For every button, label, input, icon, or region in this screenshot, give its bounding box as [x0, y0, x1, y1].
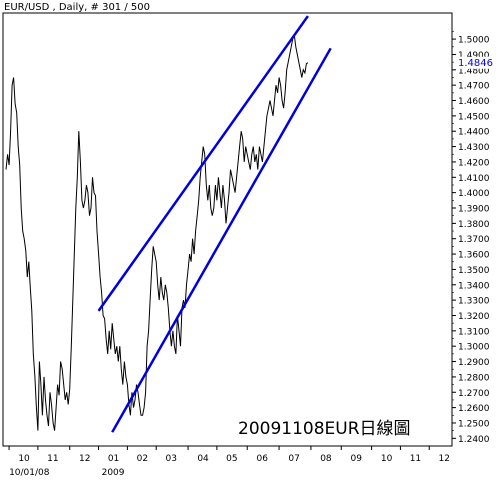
x-tick-label: 11	[410, 454, 421, 464]
y-tick-label: 1.2700	[458, 389, 490, 399]
x-sublabel: 10/01/08	[9, 468, 50, 478]
y-tick-label: 1.4500	[458, 112, 490, 122]
chart-watermark: 20091108EUR日線圖	[238, 419, 411, 439]
y-tick-label: 1.2900	[458, 358, 490, 368]
channel-lower-line	[111, 47, 332, 433]
y-tick-label: 1.2400	[458, 435, 490, 445]
x-tick-label: 06	[256, 454, 268, 464]
y-tick-label: 1.4600	[458, 97, 490, 107]
current-value-marker-box	[454, 56, 494, 69]
y-tick-label: 1.3700	[458, 235, 490, 245]
y-tick-label: 1.3900	[458, 205, 490, 215]
y-tick-label: 1.4400	[458, 128, 490, 138]
y-tick-label: 1.4300	[458, 143, 490, 153]
y-tick-label: 1.2500	[458, 419, 490, 429]
x-tick-label: 09	[351, 454, 363, 464]
chart-title: EUR/USD , Daily, # 301 / 500	[4, 2, 150, 13]
x-tick-label: 08	[320, 454, 332, 464]
y-tick-label: 1.4200	[458, 158, 490, 168]
price-series	[5, 34, 309, 431]
y-tick-label: 1.3800	[458, 220, 490, 230]
x-tick-label: 05	[226, 454, 237, 464]
y-tick-label: 1.4000	[458, 189, 490, 199]
x-tick-label: 12	[439, 454, 450, 464]
y-tick-label: 1.3400	[458, 281, 490, 291]
y-tick-label: 1.3300	[458, 297, 490, 307]
y-tick-label: 1.4700	[458, 82, 490, 92]
x-tick-label: 02	[137, 454, 148, 464]
y-tick-label: 1.5000	[458, 36, 490, 46]
x-tick-label: 12	[79, 454, 90, 464]
y-tick-label: 1.4100	[458, 174, 490, 184]
y-tick-label: 1.3600	[458, 251, 490, 261]
y-tick-label: 1.3200	[458, 312, 490, 322]
trend-channel	[97, 15, 332, 433]
x-tick-label: 10	[381, 454, 393, 464]
y-axis: 1.2400 1.2500 1.2600 1.2700 1.2800 1.2900 1.30…	[452, 31, 490, 445]
x-tick-label: 07	[288, 454, 299, 464]
channel-upper-line	[97, 15, 309, 312]
y-tick-label: 1.3100	[458, 327, 490, 337]
x-tick-label: 01	[108, 454, 119, 464]
y-tick-label: 1.4900	[458, 51, 490, 61]
x-tick-label: 04	[197, 454, 209, 464]
x-sublabel: 2009	[102, 468, 125, 478]
y-tick-label: 1.2800	[458, 373, 490, 383]
x-tick-label: 10	[18, 454, 30, 464]
y-tick-label: 1.3000	[458, 343, 490, 353]
plot-frame	[2, 12, 453, 447]
x-tick-label: 03	[165, 454, 176, 464]
current-value-label: 1.4846	[458, 58, 493, 69]
y-tick-label: 1.2600	[458, 404, 490, 414]
y-tick-label: 1.3500	[458, 266, 490, 276]
price-line	[5, 34, 309, 431]
x-tick-label: 11	[47, 454, 58, 464]
x-axis: 10 11 12 01 02 03 04 05 06 07 08 09 10 11 12 10/01/08 20…	[8, 446, 450, 478]
y-tick-label: 1.4800	[458, 66, 490, 76]
